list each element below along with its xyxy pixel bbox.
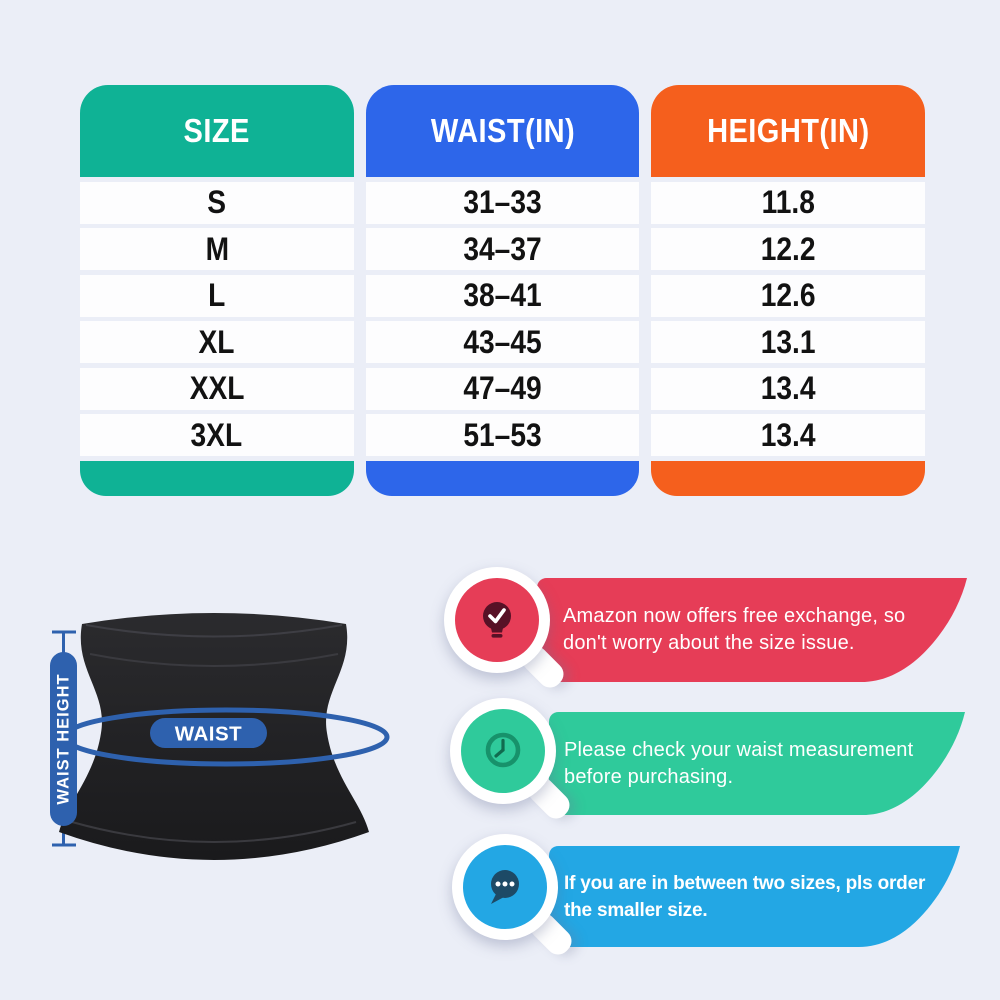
table-row: 31–33 <box>365 181 640 224</box>
garment-stitch-bottom <box>71 821 357 843</box>
callout-banner-shape <box>549 712 965 815</box>
table-row: S <box>80 181 354 224</box>
waist-pill <box>150 718 267 748</box>
column-footer-bar <box>80 461 354 496</box>
callout-check-measurement: Please check your waist measurement befo… <box>549 712 965 815</box>
column-footer-bar <box>651 461 926 496</box>
size-chart-column-size: SIZE S M L XL XXL 3XL <box>80 85 354 496</box>
callout-badge <box>450 698 575 824</box>
waist-trainer-illustration: WAIST WAIST HEIGHT <box>50 613 390 860</box>
table-row: 38–41 <box>365 274 640 317</box>
table-row: M <box>80 228 354 270</box>
column-header-waist: WAIST(IN) <box>365 85 640 177</box>
callout-text: If you are in between two sizes, pls ord… <box>564 872 926 921</box>
garment-stitch-top <box>89 653 339 667</box>
chat-dots-icon <box>463 845 547 929</box>
bulb-check-icon <box>455 578 539 662</box>
callout-text: Amazon now offers free exchange, so don'… <box>563 605 906 654</box>
waist-height-label: WAIST HEIGHT <box>55 673 73 804</box>
table-row: 13.1 <box>651 321 926 363</box>
table-row: 47–49 <box>365 367 640 410</box>
table-row: 11.8 <box>651 181 926 224</box>
table-row: XL <box>80 321 354 363</box>
waist-label: WAIST <box>175 723 242 746</box>
table-row: 12.2 <box>651 228 926 270</box>
callout-badge <box>452 834 577 960</box>
callout-free-exchange: Amazon now offers free exchange, so don'… <box>537 578 967 682</box>
table-row: 43–45 <box>365 321 640 363</box>
clock-icon <box>461 709 545 793</box>
table-row: 3XL <box>80 414 354 456</box>
table-row: 51–53 <box>365 414 640 456</box>
column-header-size: SIZE <box>80 85 354 177</box>
table-row: XXL <box>80 367 354 410</box>
table-row: 13.4 <box>651 414 926 456</box>
table-row: 34–37 <box>365 228 640 270</box>
size-chart: SIZE S M L XL XXL 3XL WAIST(IN) 31–33 34… <box>80 85 926 496</box>
callout-badge <box>444 567 569 693</box>
table-row: L <box>80 274 354 317</box>
column-footer-bar <box>365 461 640 496</box>
garment-top-rim <box>85 624 343 638</box>
callout-banner-shape <box>537 578 967 682</box>
size-chart-column-waist: WAIST(IN) 31–33 34–37 38–41 43–45 47–49 … <box>365 85 640 496</box>
table-row: 12.6 <box>651 274 926 317</box>
callout-banner-shape <box>549 846 960 947</box>
table-row: 13.4 <box>651 367 926 410</box>
callout-between-sizes: If you are in between two sizes, pls ord… <box>549 846 960 947</box>
callout-text: Please check your waist measurement befo… <box>564 738 914 788</box>
waist-height-capsule <box>50 652 77 826</box>
size-chart-column-height: HEIGHT(IN) 11.8 12.2 12.6 13.1 13.4 13.4 <box>651 85 926 496</box>
column-header-height: HEIGHT(IN) <box>651 85 926 177</box>
